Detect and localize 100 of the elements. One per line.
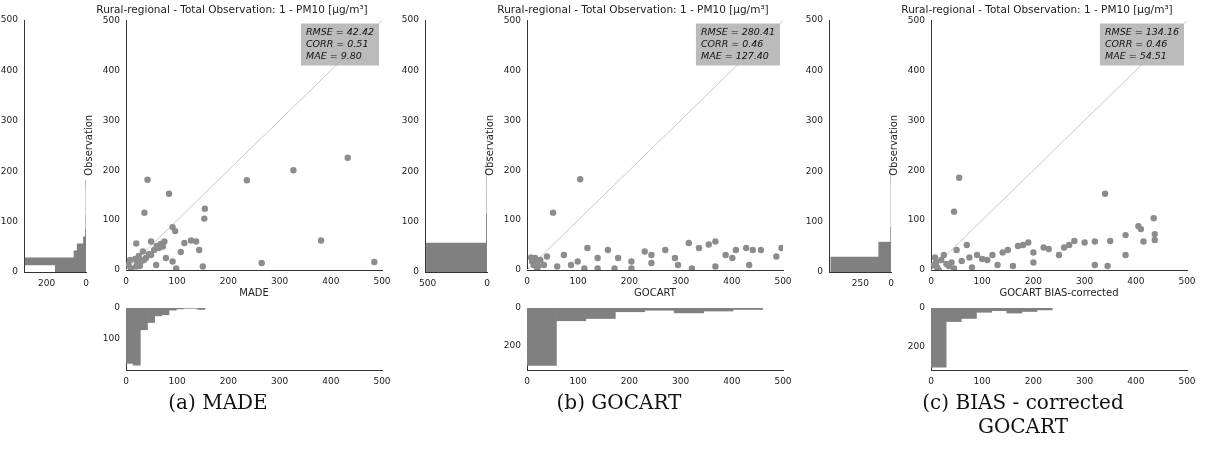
x-tick-label: 0	[123, 275, 130, 286]
x-tick-label: 400	[723, 275, 741, 286]
y-tick-label: 200	[503, 164, 522, 175]
x-tick-label: 0	[928, 275, 935, 286]
x-tick-label: 250	[851, 277, 870, 288]
x-tick-label: 400	[1127, 275, 1145, 286]
chart-title: Rural-regional - Total Observation: 1 - PM10 [μg/m³]	[497, 3, 769, 16]
chart-title: Rural-regional - Total Observation: 1 - PM10 [μg/m³]	[901, 3, 1173, 16]
x-tick-label: 400	[322, 275, 340, 286]
x-tick-label: 300	[672, 375, 690, 386]
x-tick-label: 100	[168, 275, 187, 286]
x-tick-label: 0	[928, 375, 935, 386]
x-tick-label: 0	[123, 375, 130, 386]
x-tick-label: 300	[1076, 375, 1094, 386]
text: (b) GOCART	[555, 390, 683, 414]
x-tick-label: 500	[1178, 375, 1196, 386]
x-tick-label: 500	[373, 375, 391, 386]
chart-title: Rural-regional - Total Observation: 1 - PM10 [μg/m³]	[96, 3, 368, 16]
y-tick-label: 500	[102, 14, 121, 25]
x-tick-label: 500	[1178, 275, 1196, 286]
y-tick-label: 200	[907, 164, 926, 175]
text: (a) MADE	[167, 390, 269, 414]
text: (c) BIAS - corrected GOCART	[921, 390, 1125, 438]
x-tick-label: 100	[569, 375, 588, 386]
y-tick-label: 400	[0, 64, 19, 75]
y-tick-label: 500	[503, 14, 522, 25]
x-tick-label: 0	[484, 277, 491, 288]
y-tick-label: 0	[919, 302, 926, 313]
y-tick-label: 100	[0, 215, 19, 226]
x-tick-label: 200	[620, 375, 639, 386]
y-tick-label: 200	[805, 165, 824, 176]
y-axis-title: Observation	[82, 114, 94, 176]
y-tick-label: 300	[503, 114, 522, 125]
annotation: MAE = 127.40	[700, 49, 769, 61]
y-tick-label: 0	[515, 302, 522, 313]
annotation: CORR = 0.51	[305, 37, 369, 49]
x-tick-label: 500	[774, 275, 792, 286]
y-tick-label: 300	[907, 114, 926, 125]
x-tick-label: 400	[322, 375, 340, 386]
annotation: RMSE = 134.16	[1104, 25, 1180, 37]
x-tick-label: 0	[888, 277, 895, 288]
annotation: CORR = 0.46	[1104, 37, 1168, 49]
annotation: MAE = 54.51	[1104, 49, 1167, 61]
x-tick-label: 300	[1076, 275, 1094, 286]
x-tick-label: 0	[83, 277, 90, 288]
x-tick-label: 0	[524, 275, 531, 286]
y-tick-label: 100	[503, 214, 522, 225]
x-tick-label: 200	[1024, 275, 1043, 286]
y-tick-label: 300	[102, 114, 121, 125]
y-tick-label: 100	[907, 214, 926, 225]
x-tick-label: 0	[524, 375, 531, 386]
y-tick-label: 200	[102, 164, 121, 175]
y-tick-label: 0	[114, 302, 121, 313]
y-tick-label: 400	[907, 64, 926, 75]
x-tick-label: 200	[620, 275, 639, 286]
y-tick-label: 200	[401, 165, 420, 176]
y-tick-label: 0	[413, 266, 420, 277]
x-tick-label: 100	[973, 275, 992, 286]
y-tick-label: 0	[12, 266, 19, 277]
x-tick-label: 400	[723, 375, 741, 386]
y-tick-label: 100	[102, 332, 121, 343]
y-axis-title: Observation	[887, 114, 899, 176]
y-tick-label: 400	[401, 64, 420, 75]
y-tick-label: 200	[503, 339, 522, 350]
x-tick-label: 100	[569, 275, 588, 286]
x-axis-title: GOCART	[634, 286, 677, 298]
y-tick-label: 0	[114, 264, 121, 275]
y-tick-label: 100	[805, 215, 824, 226]
x-tick-label: 500	[774, 375, 792, 386]
y-tick-label: 300	[401, 115, 420, 126]
y-tick-label: 100	[102, 214, 121, 225]
y-tick-label: 500	[0, 14, 19, 25]
x-tick-label: 200	[219, 375, 238, 386]
x-tick-label: 300	[271, 275, 289, 286]
annotation: RMSE = 42.42	[305, 25, 375, 37]
x-tick-label: 100	[973, 375, 992, 386]
y-tick-label: 0	[817, 266, 824, 277]
y-tick-label: 0	[919, 264, 926, 275]
y-tick-label: 200	[0, 165, 19, 176]
x-tick-label: 200	[219, 275, 238, 286]
y-axis-title: Observation	[483, 114, 495, 176]
y-tick-label: 100	[401, 215, 420, 226]
y-tick-label: 400	[805, 64, 824, 75]
y-tick-label: 500	[907, 14, 926, 25]
annotation: CORR = 0.46	[700, 37, 764, 49]
annotation: RMSE = 280.41	[700, 25, 776, 37]
y-tick-label: 300	[805, 115, 824, 126]
y-tick-label: 400	[503, 64, 522, 75]
y-tick-label: 400	[102, 64, 121, 75]
x-tick-label: 500	[419, 277, 437, 288]
x-tick-label: 300	[672, 275, 690, 286]
x-axis-title: GOCART BIAS-corrected	[999, 286, 1119, 298]
x-tick-label: 500	[373, 275, 391, 286]
y-tick-label: 200	[907, 341, 926, 352]
x-tick-label: 200	[38, 277, 56, 288]
y-tick-label: 500	[805, 14, 824, 25]
x-tick-label: 100	[168, 375, 187, 386]
x-tick-label: 200	[1024, 375, 1043, 386]
x-tick-label: 300	[271, 375, 289, 386]
y-tick-label: 0	[515, 264, 522, 275]
